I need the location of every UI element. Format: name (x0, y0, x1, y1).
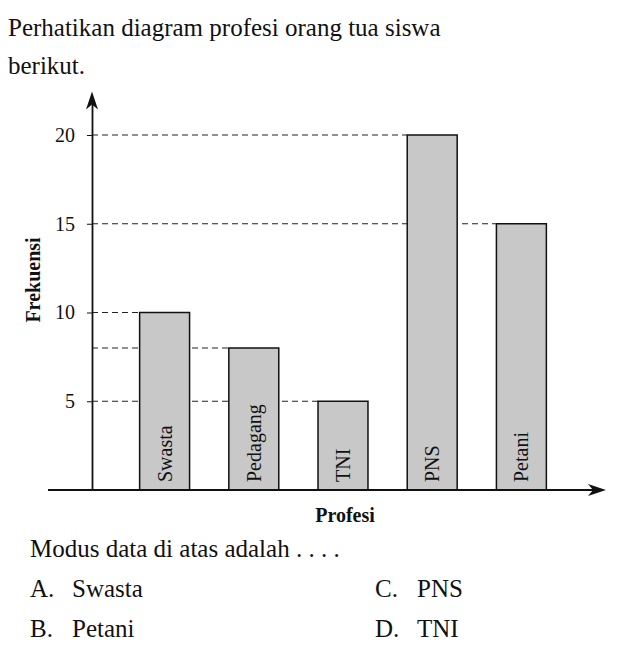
y-axis-line (92, 100, 94, 491)
intro-text: Perhatikan diagram profesi orang tua sis… (8, 14, 441, 41)
bar (229, 348, 279, 490)
category-labels: Swasta Pedagang TNI PNS Petani (154, 404, 533, 482)
option-letter: A. (30, 575, 54, 602)
intro-text: berikut. (8, 52, 85, 79)
bar (140, 313, 190, 491)
bar (496, 224, 546, 490)
y-tick-label: 10 (55, 301, 75, 323)
y-tick: 15 (55, 213, 92, 235)
guide-line (92, 134, 407, 135)
option-text: TNI (417, 615, 459, 642)
bar (318, 401, 368, 490)
x-axis-line (48, 489, 598, 491)
guide-line (92, 312, 140, 313)
y-tick: 20 (55, 124, 92, 146)
bars (140, 135, 547, 490)
guide-line (92, 401, 318, 402)
y-tick: 10 (55, 301, 92, 323)
y-tick-label: 15 (55, 213, 75, 235)
option-letter: C. (375, 575, 398, 602)
y-tick-label: 5 (65, 390, 75, 412)
option-text: PNS (417, 575, 463, 602)
y-axis-arrow (86, 92, 98, 110)
page: Perhatikan diagram profesi orang tua sis… (0, 0, 625, 653)
category-label: Petani (510, 432, 532, 482)
category-label: TNI (332, 449, 354, 482)
y-tick-label: 20 (55, 124, 75, 146)
x-axis-arrow (588, 484, 606, 496)
y-tick-mark (87, 224, 92, 225)
option-text: Petani (72, 615, 135, 642)
y-tick-mark (87, 313, 92, 314)
x-axis-title: Profesi (315, 504, 375, 526)
category-label: Swasta (154, 425, 176, 482)
prompt: Modus data di atas adalah . . . . (30, 535, 340, 562)
option-letter: D. (375, 615, 399, 642)
y-tick: 5 (65, 390, 92, 412)
y-axis: 5 10 15 20 (55, 100, 93, 491)
category-label: Pedagang (243, 404, 266, 482)
option-text: Swasta (72, 575, 143, 602)
y-tick-mark (87, 401, 92, 402)
category-label: PNS (421, 445, 443, 482)
y-axis-title: Frekuensi (22, 237, 44, 323)
option-letter: B. (30, 615, 53, 642)
bar (407, 135, 457, 490)
y-tick-mark (87, 135, 92, 136)
